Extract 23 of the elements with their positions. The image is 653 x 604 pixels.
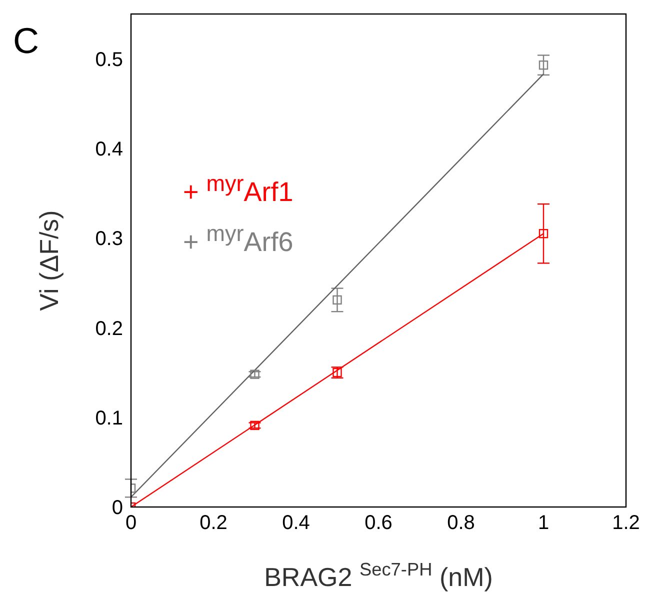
text: + $^{myr}$Arf6 — [183, 220, 294, 259]
point — [250, 370, 260, 379]
y-tick-label: 0.4 — [95, 138, 123, 161]
x-tick-label: 1.2 — [612, 512, 640, 534]
y-tick-label: 0.2 — [95, 318, 123, 340]
x-tick-label: 0.8 — [447, 512, 475, 534]
point — [538, 60, 548, 70]
y-tick-label: 0.5 — [95, 48, 123, 71]
x-tick-label: 0.6 — [364, 512, 392, 534]
text: + $^{myr}$Arf1 — [183, 170, 294, 209]
x-tick-label: 0.4 — [282, 512, 310, 534]
y-tick-label: 0.1 — [95, 407, 123, 430]
y-tick-label: 0.3 — [95, 228, 123, 250]
point — [250, 420, 260, 430]
x-axis-title: BRAG2 $^{Sec7-PH}$ (nM) — [264, 560, 493, 592]
text: C — [13, 20, 39, 61]
point — [538, 229, 548, 238]
x-tick-label: 0 — [125, 512, 137, 534]
y-tick-label: 0 — [112, 497, 123, 520]
y-axis-title: Vi (ΔF/s) — [34, 210, 64, 311]
x-tick-label: 1 — [538, 512, 550, 534]
point — [332, 295, 342, 305]
x-tick-label: 0.2 — [200, 512, 228, 534]
